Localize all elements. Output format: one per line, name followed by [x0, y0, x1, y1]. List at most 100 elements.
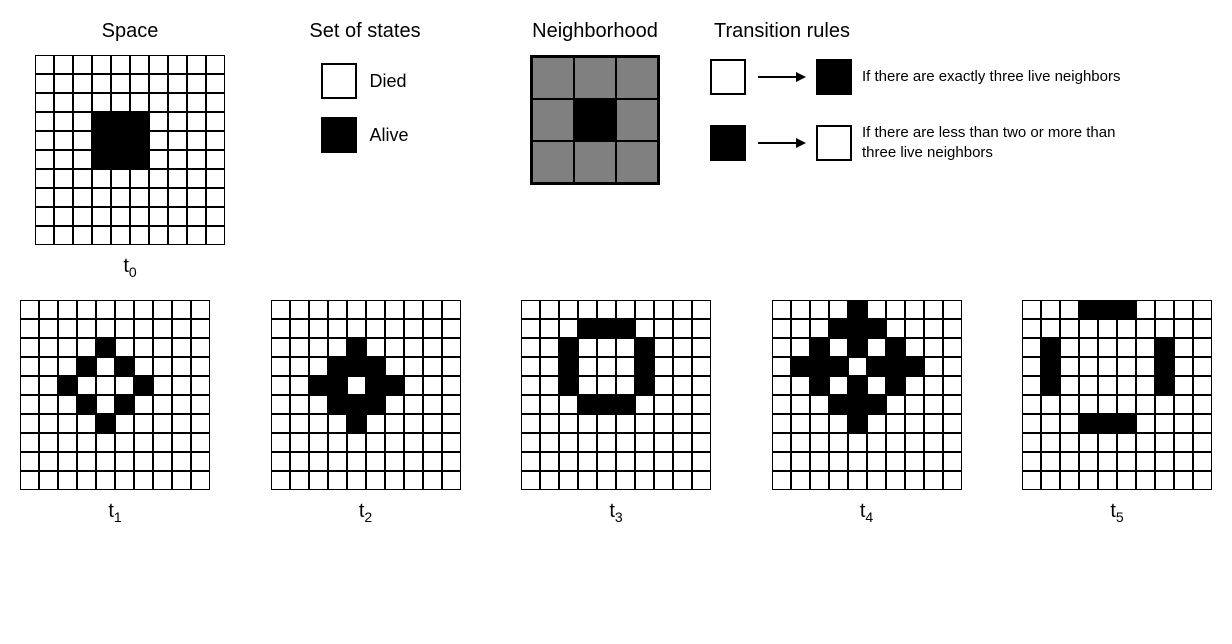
grid-cell [924, 452, 943, 471]
grid-cell [673, 414, 692, 433]
grid-t4 [772, 300, 962, 490]
label-died: Died [369, 71, 406, 92]
grid-cell [886, 376, 905, 395]
grid-cell [1060, 357, 1079, 376]
grid-cell [96, 357, 115, 376]
grid-cell [597, 471, 616, 490]
grid-cell [77, 414, 96, 433]
grid-cell [829, 319, 848, 338]
grid-cell [442, 395, 461, 414]
grid-cell [206, 55, 225, 74]
grid-cell [35, 188, 54, 207]
grid-cell [848, 433, 867, 452]
grid-cell [73, 93, 92, 112]
grid-cell [92, 93, 111, 112]
grid-cell [385, 414, 404, 433]
grid-cell [1022, 395, 1041, 414]
grid-cell [404, 357, 423, 376]
grid-cell [1060, 452, 1079, 471]
grid-cell [635, 452, 654, 471]
grid-cell [791, 357, 810, 376]
grid-cell [924, 471, 943, 490]
grid-cell [290, 338, 309, 357]
grid-cell [616, 338, 635, 357]
grid-cell [654, 376, 673, 395]
grid-cell [168, 74, 187, 93]
grid-cell [442, 471, 461, 490]
grid-cell [578, 319, 597, 338]
grid-cell [1060, 395, 1079, 414]
grid-cell [1041, 300, 1060, 319]
grid-cell [130, 207, 149, 226]
grid-cell [271, 338, 290, 357]
grid-cell [1117, 300, 1136, 319]
grid-cell [635, 338, 654, 357]
grid-cell [35, 112, 54, 131]
grid-cell [886, 395, 905, 414]
grid-cell [149, 131, 168, 150]
grid-t1 [20, 300, 210, 490]
grid-cell [635, 433, 654, 452]
grid-t5 [1022, 300, 1212, 490]
grid-cell [134, 433, 153, 452]
legend-died: Died [321, 63, 408, 99]
grid-cell [134, 357, 153, 376]
grid-cell [1155, 395, 1174, 414]
grid-cell [692, 395, 711, 414]
grid-cell [187, 74, 206, 93]
grid-cell [309, 300, 328, 319]
grid-cell [1155, 319, 1174, 338]
grid-cell [172, 471, 191, 490]
grid-cell [366, 376, 385, 395]
grid-t2 [271, 300, 461, 490]
states-title: Set of states [309, 20, 420, 43]
grid-cell [943, 319, 962, 338]
grid-cell [810, 395, 829, 414]
grid-cell [328, 452, 347, 471]
grid-cell [654, 300, 673, 319]
grid-cell [347, 376, 366, 395]
grid-cell [654, 338, 673, 357]
grid-cell [867, 414, 886, 433]
grid-cell [1136, 338, 1155, 357]
grid-cell [442, 319, 461, 338]
grid-cell [172, 376, 191, 395]
grid-cell [168, 207, 187, 226]
grid-cell [290, 300, 309, 319]
grid-cell [521, 395, 540, 414]
grid-cell [829, 338, 848, 357]
grid-cell [848, 319, 867, 338]
grid-cell [206, 112, 225, 131]
grid-cell [423, 338, 442, 357]
grid-cell [404, 376, 423, 395]
grid-cell [58, 414, 77, 433]
grid-cell [1155, 471, 1174, 490]
grid-cell [423, 414, 442, 433]
grid-cell [20, 395, 39, 414]
grid-cell [290, 319, 309, 338]
grid-cell [540, 300, 559, 319]
grid-cell [206, 226, 225, 245]
grid-cell [58, 376, 77, 395]
grid-cell [115, 338, 134, 357]
grid-cell [635, 471, 654, 490]
grid-cell [191, 338, 210, 357]
grid-cell [886, 471, 905, 490]
grid-cell [791, 319, 810, 338]
grid-cell [692, 376, 711, 395]
neighborhood-cell [574, 141, 616, 183]
grid-cell [35, 55, 54, 74]
grid-cell [943, 452, 962, 471]
grid-cell [191, 395, 210, 414]
grid-cell [1136, 433, 1155, 452]
grid-cell [187, 131, 206, 150]
grid-cell [810, 300, 829, 319]
grid-cell [92, 131, 111, 150]
grid-cell [772, 471, 791, 490]
grid-cell [309, 414, 328, 433]
grid-cell [692, 433, 711, 452]
neighborhood-cell [532, 99, 574, 141]
grid-cell [115, 395, 134, 414]
grid-cell [654, 395, 673, 414]
grid-cell [96, 338, 115, 357]
